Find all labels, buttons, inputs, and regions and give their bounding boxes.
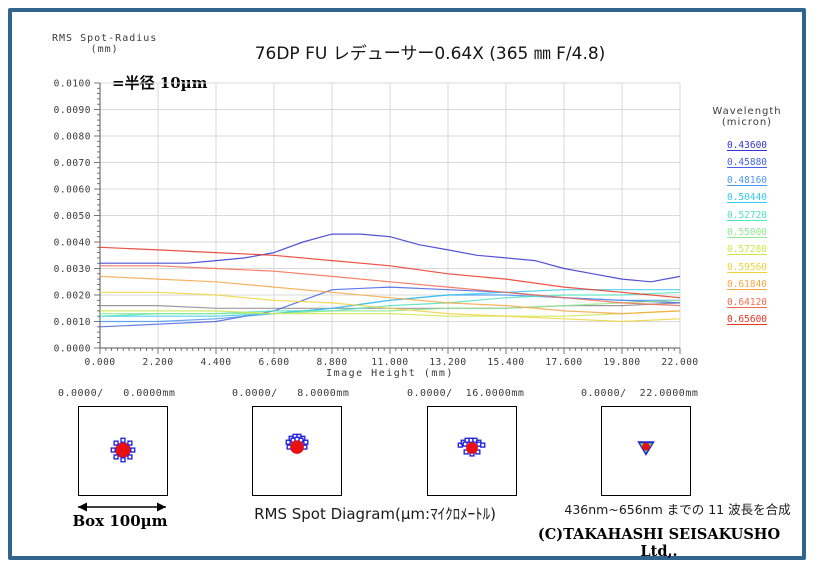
y-tick-label: 0.0000 xyxy=(54,344,91,355)
x-tick-label: 8.800 xyxy=(316,357,347,368)
spot-marker xyxy=(303,439,309,445)
spot-box xyxy=(427,406,517,496)
spot-core xyxy=(642,445,650,451)
legend-entry-0.59560: 0.59560 xyxy=(726,261,768,273)
spot-diagram-caption: RMS Spot Diagram(µm:ﾏｲｸﾛﾒｰﾄﾙ) xyxy=(254,505,496,523)
curve-0.43600 xyxy=(100,233,681,283)
spot-marker xyxy=(127,440,133,446)
y-axis-title-line2: (mm) xyxy=(90,44,119,55)
legend-entry-0.52720: 0.52720 xyxy=(726,209,768,221)
box-scale-arrow xyxy=(78,502,166,512)
legend-entries: 0.43600 0.45880 0.48160 0.50440 0.52720 0.550… xyxy=(704,137,790,328)
curve-0.59560 xyxy=(100,291,681,323)
y-tick-label: 0.0010 xyxy=(54,317,91,328)
x-tick-label: 22.000 xyxy=(661,357,698,368)
spot-marker xyxy=(130,447,136,453)
legend-title-line1: Wavelength xyxy=(712,106,782,117)
axis-ticks xyxy=(94,82,681,354)
y-tick-label: 0.0070 xyxy=(54,158,91,169)
legend-entry-0.50440: 0.50440 xyxy=(726,192,768,204)
legend-entry-0.57280: 0.57280 xyxy=(726,244,768,256)
rms-spot-radius-chart: 0.0100 0.0090 0.0080 0.0070 0.0060 0.0050 0.00… xyxy=(54,79,698,369)
legend-entry-0.48160: 0.48160 xyxy=(726,174,768,186)
x-axis-title: Image Height (mm) xyxy=(326,368,454,379)
spot-box xyxy=(252,406,342,496)
spot-marker xyxy=(120,437,126,443)
legend-entry-0.64120: 0.64120 xyxy=(726,296,768,308)
legend-entry-0.43600: 0.43600 xyxy=(726,140,768,151)
spot-core xyxy=(290,440,304,454)
wavelength-composite-note: 436nm~656nm までの 11 波長を合成 xyxy=(564,502,791,517)
x-tick-label: 11.000 xyxy=(371,357,408,368)
spot-crown xyxy=(285,433,309,454)
curve-0.55000 xyxy=(100,299,681,315)
x-tick-label: 17.600 xyxy=(545,357,582,368)
y-axis-title-line1: RMS Spot-Radius xyxy=(52,33,158,44)
spot-wings xyxy=(457,437,486,457)
x-tick-label: 19.800 xyxy=(603,357,640,368)
spot-panel-label: 0.0000/ 16.0000mm xyxy=(407,388,525,399)
y-tick-label: 0.0050 xyxy=(54,211,91,222)
curve-0.65600 xyxy=(99,246,681,299)
y-axis-title: RMS Spot-Radius (mm) xyxy=(52,33,157,55)
spot-marker xyxy=(285,439,291,445)
box-scale-label: Box 100µm xyxy=(72,512,168,530)
spot-box xyxy=(601,406,691,496)
x-tick-label: 15.400 xyxy=(487,357,524,368)
legend-entry-0.61840: 0.61840 xyxy=(726,279,768,291)
spot-panel-label: 0.0000/ 0.0000mm xyxy=(58,388,176,399)
legend-title-line2: (micron) xyxy=(721,117,773,128)
spot-core xyxy=(116,443,130,457)
curve-0.50440 xyxy=(100,289,680,317)
legend-entry-0.65600: 0.65600 xyxy=(726,314,768,326)
spot-box xyxy=(78,406,168,496)
y-tick-label: 0.0100 xyxy=(54,79,91,90)
legend-entry-0.45880: 0.45880 xyxy=(726,157,768,169)
tick-labels: 0.0100 0.0090 0.0080 0.0070 0.0060 0.0050 0.00… xyxy=(54,79,698,369)
spot-marker xyxy=(127,454,133,460)
spot-marker xyxy=(457,442,463,448)
curve-0.61840 xyxy=(99,275,681,315)
copyright-line: (C)TAKAHASHI SEISAKUSHO Ltd,. xyxy=(537,526,781,560)
y-tick-label: 0.0090 xyxy=(54,105,91,116)
y-tick-label: 0.0080 xyxy=(54,132,91,143)
curve-0.64120 xyxy=(100,265,681,307)
spot-marker xyxy=(113,454,119,460)
x-tick-label: 4.400 xyxy=(200,357,231,368)
x-tick-label: 6.600 xyxy=(258,357,289,368)
spot-panel-label: 0.0000/ 22.0000mm xyxy=(581,388,699,399)
y-tick-label: 0.0020 xyxy=(54,291,91,302)
x-tick-label: 2.200 xyxy=(142,357,173,368)
spot-panel-label: 0.0000/ 8.0000mm xyxy=(232,388,350,399)
spot-core xyxy=(466,442,478,454)
curve-0.57280 xyxy=(100,310,681,317)
x-tick-label: 0.000 xyxy=(84,357,115,368)
spot-marker xyxy=(476,441,482,447)
wavelength-curves xyxy=(99,233,681,328)
y-tick-label: 0.0060 xyxy=(54,185,91,196)
spot-marker xyxy=(462,441,468,447)
x-tick-label: 13.200 xyxy=(429,357,466,368)
spot-triangle xyxy=(637,441,655,456)
wavelength-legend: Wavelength (micron) 0.43600 0.45880 0.4816… xyxy=(704,106,790,328)
spot-marker xyxy=(110,447,116,453)
y-tick-label: 0.0040 xyxy=(54,238,91,249)
page-title: 76DP FU レデューサー0.64X (365 ㎜ F/4.8) xyxy=(254,44,606,64)
spot-marker xyxy=(113,440,119,446)
legend-entry-0.55000: 0.55000 xyxy=(726,227,768,239)
spot-marker xyxy=(120,457,126,463)
spot-ring xyxy=(110,437,136,463)
y-tick-label: 0.0030 xyxy=(54,264,91,275)
